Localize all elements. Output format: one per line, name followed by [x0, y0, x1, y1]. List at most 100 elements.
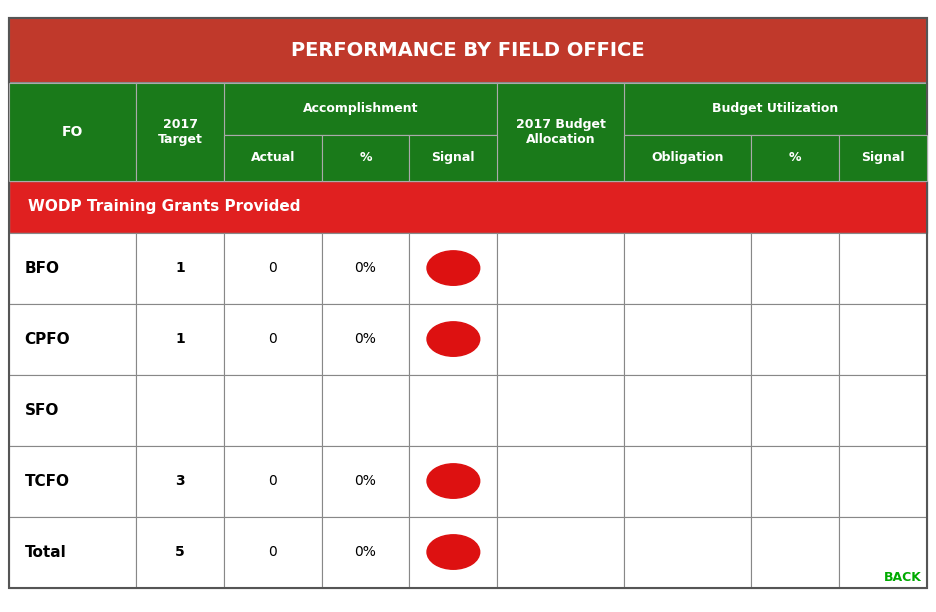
Bar — [624, 83, 927, 135]
Bar — [751, 83, 839, 135]
Bar — [224, 375, 322, 446]
Text: 0: 0 — [269, 332, 277, 346]
Text: 1: 1 — [175, 332, 185, 346]
Bar — [9, 304, 137, 375]
Text: SFO: SFO — [24, 403, 59, 417]
Bar — [751, 517, 839, 588]
Text: Signal: Signal — [861, 151, 904, 164]
Text: 3: 3 — [175, 474, 185, 488]
Bar — [224, 135, 322, 181]
Bar — [624, 233, 751, 304]
Bar — [137, 375, 224, 446]
Bar — [839, 446, 927, 517]
Text: %: % — [359, 151, 372, 164]
Bar — [839, 233, 927, 304]
Circle shape — [427, 251, 480, 285]
Bar — [137, 135, 224, 181]
Bar — [409, 304, 497, 375]
Bar — [751, 446, 839, 517]
Bar — [751, 375, 839, 446]
Bar — [624, 135, 751, 181]
Bar — [624, 135, 751, 181]
Bar — [409, 135, 497, 181]
Bar — [322, 83, 409, 135]
Text: PERFORMANCE BY FIELD OFFICE: PERFORMANCE BY FIELD OFFICE — [291, 41, 645, 60]
Bar — [224, 135, 322, 181]
Text: 0: 0 — [269, 261, 277, 275]
Bar — [322, 233, 409, 304]
Text: FO: FO — [62, 125, 83, 138]
Text: Signal: Signal — [431, 151, 475, 164]
Text: 0: 0 — [269, 545, 277, 559]
Bar — [137, 83, 224, 181]
Circle shape — [427, 535, 480, 569]
Text: %: % — [789, 151, 801, 164]
Bar — [497, 83, 624, 181]
Bar — [409, 446, 497, 517]
Circle shape — [427, 322, 480, 356]
Circle shape — [427, 464, 480, 498]
Bar — [224, 83, 322, 135]
Bar — [624, 446, 751, 517]
Bar — [9, 375, 137, 446]
Bar — [137, 83, 224, 135]
Bar — [409, 83, 497, 135]
Bar — [224, 83, 497, 135]
Bar — [409, 375, 497, 446]
Text: 0%: 0% — [355, 261, 376, 275]
Bar — [9, 83, 137, 181]
Text: 1: 1 — [175, 261, 185, 275]
Bar — [624, 304, 751, 375]
Bar — [751, 135, 839, 181]
Bar — [322, 304, 409, 375]
Text: CPFO: CPFO — [24, 332, 70, 346]
Bar — [839, 304, 927, 375]
Bar — [9, 18, 927, 83]
Text: Budget Utilization: Budget Utilization — [712, 102, 839, 115]
Bar — [409, 135, 497, 181]
Bar — [624, 375, 751, 446]
Bar — [409, 233, 497, 304]
Bar — [839, 517, 927, 588]
Bar — [839, 135, 927, 181]
Bar — [137, 233, 224, 304]
Text: 2017
Target: 2017 Target — [157, 118, 202, 146]
Bar — [137, 304, 224, 375]
Text: Total: Total — [24, 545, 66, 559]
Bar — [624, 83, 751, 135]
Bar — [137, 517, 224, 588]
Bar — [497, 446, 624, 517]
Text: 0: 0 — [269, 474, 277, 488]
Bar — [322, 135, 409, 181]
Bar — [224, 446, 322, 517]
Text: Obligation: Obligation — [651, 151, 724, 164]
Bar — [9, 135, 137, 181]
Bar — [322, 375, 409, 446]
Text: 0%: 0% — [355, 332, 376, 346]
Bar — [839, 135, 927, 181]
Bar — [497, 233, 624, 304]
Text: 0%: 0% — [355, 545, 376, 559]
Bar — [224, 304, 322, 375]
Text: BACK: BACK — [885, 572, 922, 584]
Bar — [322, 446, 409, 517]
Bar — [497, 83, 624, 135]
Text: 0%: 0% — [355, 474, 376, 488]
Text: BFO: BFO — [24, 261, 60, 275]
Bar — [409, 517, 497, 588]
Text: TCFO: TCFO — [24, 474, 69, 488]
Bar — [751, 135, 839, 181]
Bar — [9, 446, 137, 517]
Bar — [839, 83, 927, 135]
Bar — [224, 517, 322, 588]
Bar — [624, 517, 751, 588]
Text: 5: 5 — [175, 545, 185, 559]
Bar — [137, 446, 224, 517]
Bar — [322, 135, 409, 181]
Bar — [322, 517, 409, 588]
Text: WODP Training Grants Provided: WODP Training Grants Provided — [28, 199, 300, 214]
Bar — [224, 233, 322, 304]
Bar — [9, 181, 927, 233]
Bar — [839, 375, 927, 446]
Bar — [751, 233, 839, 304]
